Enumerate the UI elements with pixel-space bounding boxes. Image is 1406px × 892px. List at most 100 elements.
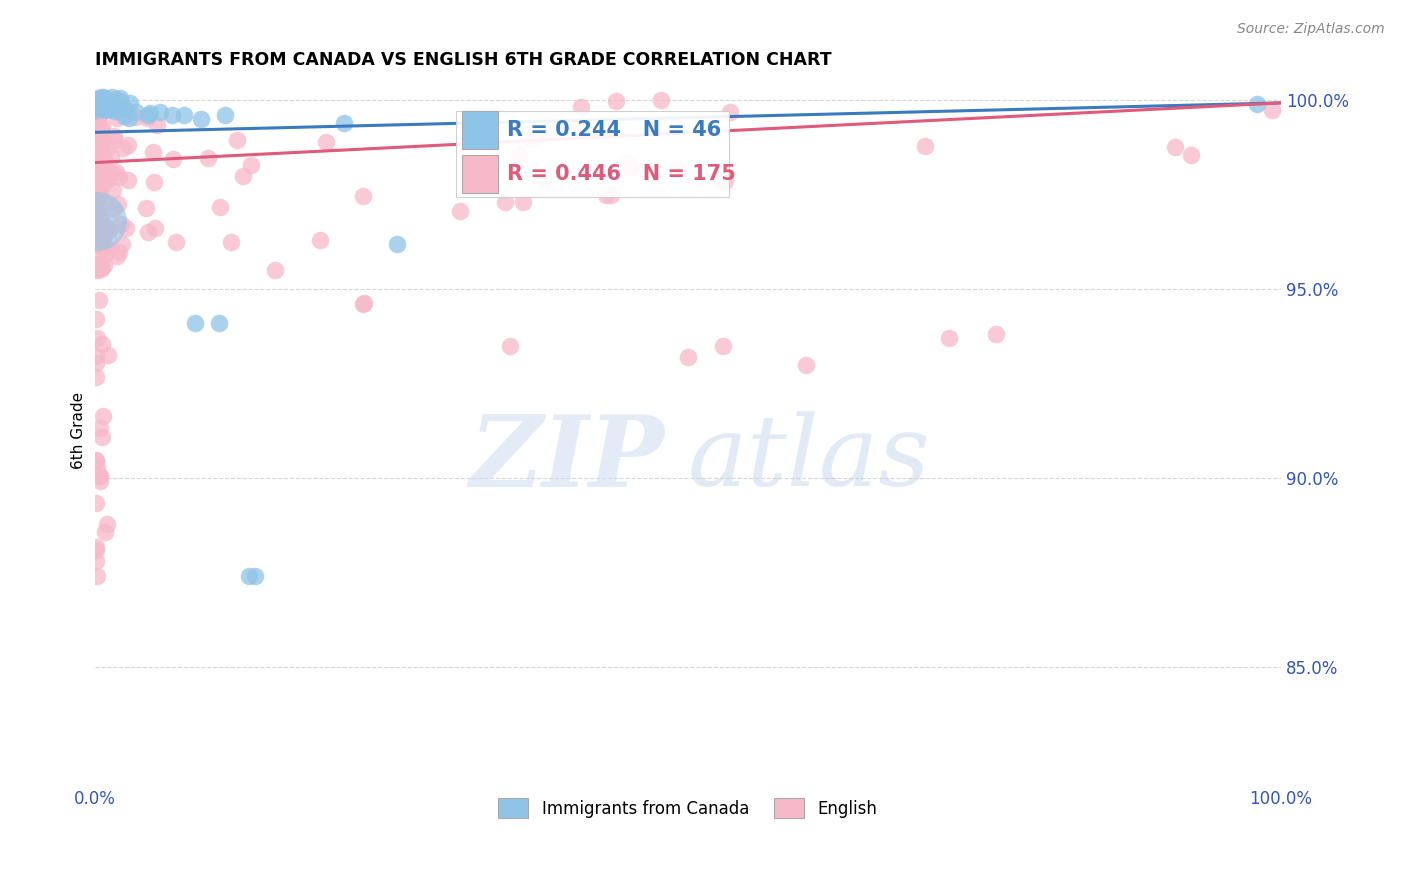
Point bbox=[214, 108, 236, 122]
Point bbox=[100, 166, 122, 180]
Point bbox=[86, 99, 108, 113]
Point bbox=[315, 135, 337, 149]
Point bbox=[142, 175, 165, 189]
Text: R = 0.244   N = 46: R = 0.244 N = 46 bbox=[508, 120, 721, 140]
Point bbox=[89, 90, 111, 104]
Point bbox=[91, 409, 114, 424]
Point bbox=[89, 421, 111, 435]
Point bbox=[84, 120, 107, 134]
Point bbox=[620, 161, 643, 175]
Point bbox=[90, 98, 112, 112]
Point bbox=[89, 474, 111, 488]
Point bbox=[96, 516, 118, 531]
Point bbox=[332, 116, 354, 130]
Point bbox=[94, 90, 117, 104]
Point bbox=[84, 138, 107, 153]
Point bbox=[105, 102, 128, 116]
Point bbox=[522, 132, 544, 146]
Point bbox=[86, 211, 108, 225]
Point bbox=[100, 101, 122, 115]
Point bbox=[87, 178, 110, 193]
Point bbox=[533, 172, 555, 186]
Point bbox=[208, 316, 231, 330]
Point bbox=[135, 202, 157, 216]
Point bbox=[87, 158, 110, 172]
Point bbox=[93, 237, 115, 252]
Point bbox=[512, 194, 534, 209]
Point bbox=[90, 216, 112, 230]
Point bbox=[84, 185, 107, 199]
Point bbox=[96, 172, 118, 186]
Point bbox=[96, 162, 118, 177]
Point bbox=[86, 312, 108, 326]
Point bbox=[94, 103, 117, 117]
Point bbox=[96, 241, 118, 255]
Point bbox=[84, 124, 107, 138]
Point bbox=[94, 525, 117, 540]
Point bbox=[108, 91, 131, 105]
Point bbox=[87, 167, 110, 181]
Point bbox=[90, 337, 112, 351]
Point bbox=[91, 90, 114, 104]
Point bbox=[101, 101, 124, 115]
Point bbox=[120, 96, 142, 111]
Point bbox=[571, 100, 593, 114]
Point bbox=[499, 339, 522, 353]
Point bbox=[96, 220, 118, 235]
Point bbox=[91, 260, 114, 274]
Point bbox=[101, 202, 124, 216]
Point bbox=[124, 110, 146, 124]
Point bbox=[103, 183, 125, 197]
Point bbox=[112, 109, 135, 123]
Point bbox=[173, 108, 195, 122]
Point bbox=[94, 99, 117, 113]
Point bbox=[90, 120, 112, 134]
Point bbox=[87, 221, 110, 235]
Point bbox=[87, 161, 110, 175]
Point bbox=[108, 244, 131, 259]
Point bbox=[1180, 147, 1202, 161]
Point bbox=[84, 496, 107, 510]
Point bbox=[1246, 97, 1268, 112]
Point bbox=[84, 356, 107, 370]
Point bbox=[89, 183, 111, 197]
Point bbox=[352, 189, 374, 203]
Point bbox=[93, 175, 115, 189]
Point bbox=[87, 187, 110, 202]
Point bbox=[86, 238, 108, 252]
Point bbox=[89, 469, 111, 483]
Point bbox=[84, 103, 107, 118]
Point bbox=[110, 217, 132, 231]
Point bbox=[84, 165, 107, 179]
Point bbox=[84, 369, 107, 384]
Point bbox=[93, 103, 115, 117]
Point bbox=[86, 123, 108, 137]
Point bbox=[94, 168, 117, 182]
Point bbox=[97, 221, 120, 235]
Point bbox=[86, 568, 108, 582]
Point bbox=[353, 296, 375, 310]
Point bbox=[86, 263, 108, 277]
Point bbox=[100, 150, 122, 164]
Point bbox=[142, 145, 165, 159]
Point bbox=[84, 169, 107, 184]
Point bbox=[240, 158, 263, 172]
Point bbox=[385, 236, 408, 251]
Point bbox=[219, 235, 242, 250]
Point bbox=[89, 469, 111, 483]
Point bbox=[529, 126, 551, 140]
Point bbox=[84, 103, 107, 117]
Text: R = 0.446   N = 175: R = 0.446 N = 175 bbox=[508, 164, 737, 185]
Point bbox=[87, 128, 110, 143]
Point bbox=[96, 102, 118, 116]
Point bbox=[86, 110, 108, 124]
Point bbox=[98, 224, 121, 238]
Point bbox=[93, 96, 115, 111]
Point bbox=[165, 235, 187, 250]
Point bbox=[263, 262, 285, 277]
Point bbox=[86, 92, 108, 106]
Point bbox=[986, 327, 1008, 342]
Point bbox=[117, 138, 139, 153]
Point bbox=[84, 349, 107, 363]
Point bbox=[94, 246, 117, 260]
